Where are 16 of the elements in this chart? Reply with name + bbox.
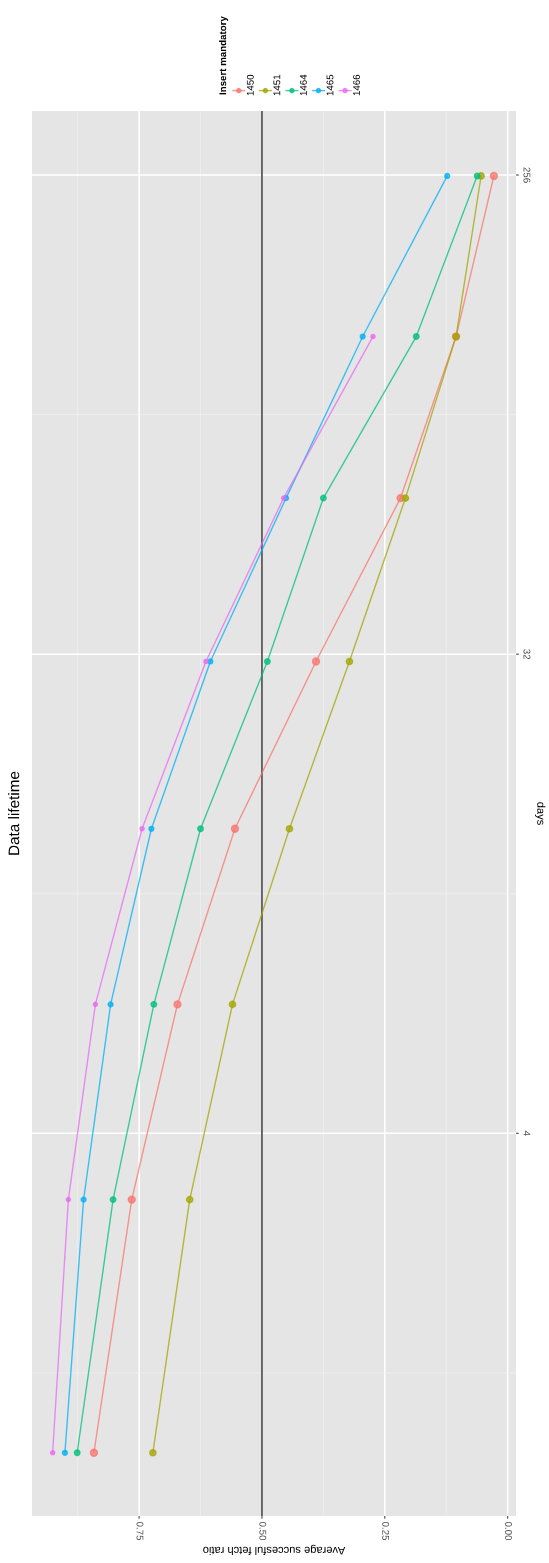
x-tick-label: 0.25 <box>382 1521 390 1541</box>
x-tick-label: 0.50 <box>259 1521 267 1541</box>
y-axis-title: days <box>535 802 546 825</box>
legend-label: 1451 <box>273 74 281 96</box>
text: Data lifetime <box>8 771 20 855</box>
x-tick-label: 0.75 <box>136 1521 144 1541</box>
legend-title: Insert mandatory <box>219 16 229 95</box>
y-tick-label: 32 <box>523 649 531 660</box>
x-axis-title: Average succesful fetch ratio <box>203 1544 346 1555</box>
legend-label: 1465 <box>326 74 334 96</box>
y-tick-label: 4 <box>523 1130 531 1136</box>
legend-label: 1464 <box>299 74 307 96</box>
y-tick-label: 256 <box>523 167 531 183</box>
legend-label: 1450 <box>246 74 254 96</box>
legend-label: 1466 <box>353 74 360 96</box>
x-tick-label: 0.00 <box>505 1521 512 1541</box>
